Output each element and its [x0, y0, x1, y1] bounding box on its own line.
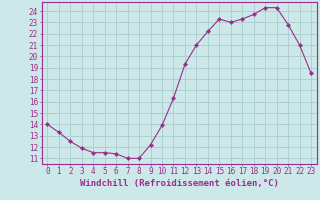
X-axis label: Windchill (Refroidissement éolien,°C): Windchill (Refroidissement éolien,°C) [80, 179, 279, 188]
